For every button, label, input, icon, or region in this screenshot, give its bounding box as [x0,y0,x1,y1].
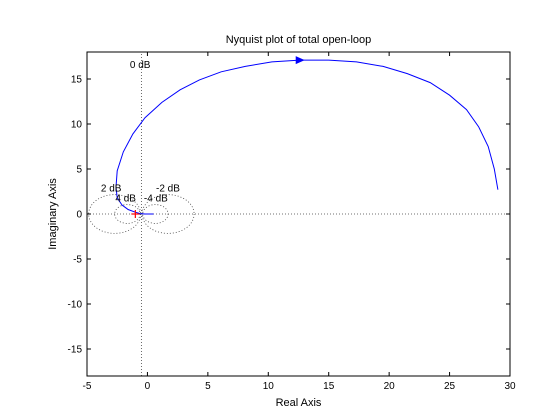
x-tick-label: 20 [384,381,396,392]
m-circle-label: 0 dB [130,60,151,71]
x-axis-label: Real Axis [276,397,322,409]
axis-ticks: -5 0 5 10 15 20 25 30 -15 -10 -5 0 5 10 15 [68,52,516,392]
x-tick-label: -5 [83,381,92,392]
direction-arrow [295,56,305,65]
y-axis-label: Imaginary Axis [47,178,59,250]
m-circle [141,194,195,234]
x-tick-label: 15 [323,381,335,392]
m-circle-label: -2 dB [156,184,180,195]
chart-title: Nyquist plot of total open-loop [226,34,372,46]
m-circle-label: 2 dB [101,184,122,195]
y-tick-label: -10 [68,300,83,311]
y-tick-label: 5 [76,165,82,176]
m-circle [142,204,169,224]
x-tick-label: 25 [444,381,456,392]
x-tick-label: 10 [263,381,275,392]
y-tick-label: 15 [71,75,83,86]
y-tick-label: 0 [76,210,82,221]
m-circle-label: 4 dB [115,193,136,204]
m-circle-label: -4 dB [144,193,168,204]
nyquist-curve-group [115,56,499,218]
x-tick-label: 0 [145,381,151,392]
m-circle-labels: 0 dB 2 dB4 dB -2 dB-4 dB [101,60,180,204]
x-tick-label: 30 [504,381,516,392]
nyquist-curve [115,59,499,215]
y-tick-label: -5 [73,255,82,266]
x-tick-label: 5 [205,381,211,392]
y-tick-label: 10 [71,120,83,131]
y-tick-label: -15 [68,345,83,356]
